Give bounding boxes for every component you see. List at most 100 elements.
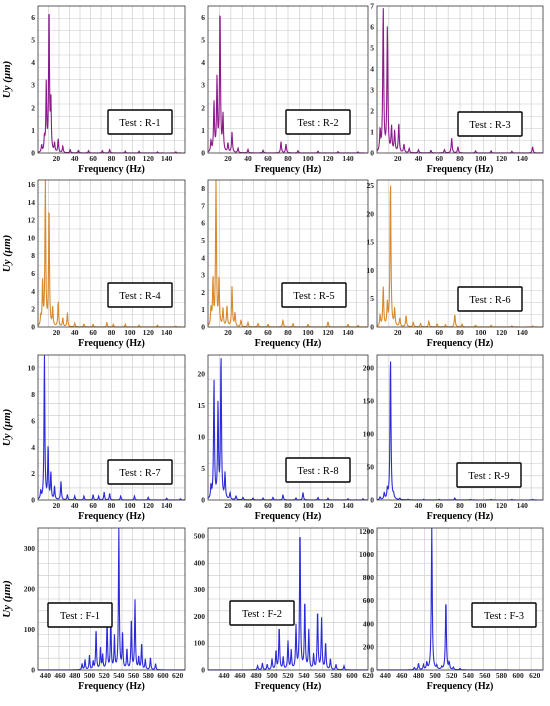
y-tick-label: 2 [201, 288, 205, 297]
x-tick-label: 540 [113, 671, 125, 680]
chart-panel-R-5: 20 40 60 80 100 120 140 0 1 2 3 4 5 6 7 8 Frequency (Hz)… [201, 179, 369, 349]
y-tick-label: 2 [31, 469, 35, 478]
x-tick-label: 20 [224, 501, 232, 510]
y-axis-label: Uy (μm) [1, 580, 13, 618]
y-tick-label: 5 [201, 35, 205, 44]
y-tick-label: 300 [24, 544, 36, 553]
chart-panel-R-7: 20 40 60 80 100 120 140 0 2 4 6 8 10 Frequency (Hz) Uy… [1, 354, 186, 522]
x-tick-label: 140 [342, 154, 354, 163]
y-tick-label: 200 [24, 584, 36, 593]
x-axis-label: Frequency (Hz) [255, 681, 322, 692]
x-tick-label: 40 [415, 328, 423, 337]
legend-label: Test : R-4 [119, 291, 161, 302]
axes-frame [207, 354, 369, 501]
y-tick-label: 20 [198, 369, 206, 378]
legend-box: Test : F-3 [471, 602, 537, 628]
y-tick-label: 1200 [359, 527, 374, 536]
x-tick-label: 620 [172, 671, 184, 680]
y-tick-label: 10 [198, 432, 206, 441]
y-tick-label: 150 [363, 397, 375, 406]
y-tick-label: 600 [363, 596, 375, 605]
y-tick-label: 14 [28, 198, 36, 207]
x-tick-label: 140 [342, 328, 354, 337]
x-tick-label: 100 [124, 154, 136, 163]
y-tick-label: 3 [370, 86, 374, 95]
x-tick-label: 40 [71, 154, 79, 163]
x-tick-label: 80 [456, 328, 464, 337]
x-tick-label: 580 [496, 671, 508, 680]
x-tick-label: 620 [362, 671, 374, 680]
y-tick-label: 100 [24, 625, 36, 634]
legend-box: Test : R-1 [107, 109, 173, 135]
chart-panel-R-1: 20 40 60 80 100 120 140 0 1 2 3 4 5 6 Frequency (Hz) Uy… [1, 5, 186, 175]
x-tick-label: 140 [161, 154, 173, 163]
x-axis-label: Frequency (Hz) [255, 164, 322, 175]
chart-panel-R-6: 20 40 60 80 100 120 140 0 5 10 15 20 25 Frequency (Hz… [367, 179, 544, 349]
x-tick-label: 140 [161, 328, 173, 337]
y-axis-label: Uy (μm) [1, 409, 13, 447]
y-tick-label: 50 [367, 463, 375, 472]
y-axis-label: Uy (μm) [1, 235, 13, 273]
x-axis-label: Frequency (Hz) [255, 511, 322, 522]
legend-box: Test : R-3 [457, 111, 523, 137]
legend-label: Test : R-2 [297, 118, 338, 129]
y-tick-label: 4 [31, 443, 35, 452]
y-tick-label: 5 [201, 236, 205, 245]
chart-panel-R-9: 20 40 60 80 100 120 140 0 50 100 150 200 Frequency (… [363, 354, 544, 522]
x-axis-label: Frequency (Hz) [255, 338, 322, 349]
x-tick-label: 40 [415, 501, 423, 510]
y-tick-label: 200 [194, 612, 206, 621]
y-tick-label: 0 [31, 496, 35, 505]
axes-frame [37, 179, 186, 328]
x-tick-label: 60 [89, 328, 97, 337]
legend-box: Test : R-6 [457, 286, 523, 312]
x-tick-label: 20 [394, 328, 402, 337]
y-tick-label: 0 [370, 496, 374, 505]
x-tick-label: 620 [529, 671, 541, 680]
y-tick-label: 100 [363, 430, 375, 439]
legend-box: Test : R-8 [285, 457, 351, 483]
x-tick-label: 80 [108, 154, 116, 163]
x-axis-label: Frequency (Hz) [78, 338, 145, 349]
axes-frame [376, 179, 544, 328]
x-tick-label: 20 [53, 154, 61, 163]
y-tick-label: 0 [201, 496, 205, 505]
y-tick-label: 400 [194, 558, 206, 567]
x-tick-label: 500 [266, 671, 278, 680]
x-tick-label: 20 [224, 328, 232, 337]
x-tick-label: 140 [517, 501, 529, 510]
axes-frame [37, 527, 186, 671]
y-tick-label: 6 [201, 13, 205, 22]
axes-frame [207, 179, 369, 328]
legend-label: Test : R-7 [119, 468, 160, 479]
x-tick-label: 120 [322, 501, 334, 510]
y-tick-label: 7 [201, 201, 205, 210]
x-tick-label: 80 [456, 501, 464, 510]
axes-frame [37, 354, 186, 501]
y-tick-label: 3 [201, 271, 205, 280]
y-tick-label: 5 [31, 35, 35, 44]
axes-frame [207, 527, 369, 671]
legend-label: Test : F-3 [484, 611, 524, 622]
x-tick-label: 80 [108, 328, 116, 337]
x-tick-label: 100 [124, 501, 136, 510]
legend-label: Test : F-1 [60, 611, 100, 622]
x-tick-label: 440 [380, 671, 392, 680]
x-tick-label: 80 [456, 154, 464, 163]
y-tick-label: 2 [370, 107, 374, 116]
legend-label: Test : R-3 [469, 120, 510, 131]
y-tick-label: 5 [370, 294, 374, 303]
x-tick-label: 60 [264, 154, 272, 163]
y-tick-label: 2 [31, 103, 35, 112]
x-tick-label: 580 [330, 671, 342, 680]
x-tick-label: 40 [244, 154, 252, 163]
x-tick-label: 80 [284, 154, 292, 163]
x-tick-label: 100 [475, 154, 487, 163]
x-tick-label: 520 [99, 671, 111, 680]
y-tick-label: 0 [201, 666, 205, 675]
x-tick-label: 540 [463, 671, 475, 680]
axes-frame [376, 527, 544, 671]
x-tick-label: 100 [302, 328, 314, 337]
x-tick-label: 60 [264, 328, 272, 337]
